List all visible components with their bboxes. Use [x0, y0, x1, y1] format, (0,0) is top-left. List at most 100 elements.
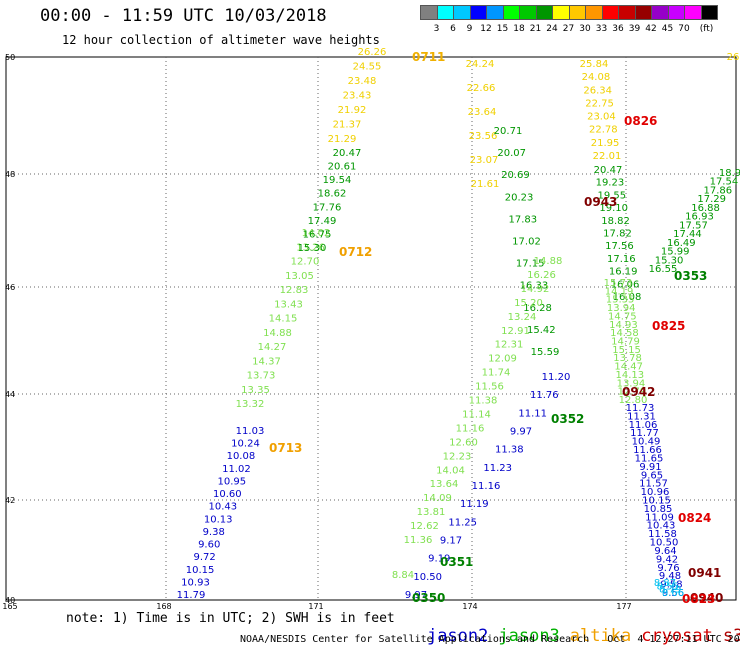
satellite-jason3: jason3 [498, 626, 560, 646]
wave-height-label: 9.60 [198, 540, 220, 551]
pass-time-label: 0942 [622, 385, 655, 399]
pass-time-label: 0825 [652, 319, 685, 333]
wave-height-label: 25.84 [580, 59, 609, 70]
legend-value: 33 [595, 24, 608, 34]
wave-height-label: 10.85 [644, 504, 673, 515]
wave-height-label: 18.62 [318, 189, 347, 200]
legend-value: 27 [562, 24, 575, 34]
page-subtitle: 12 hour collection of altimeter wave hei… [62, 33, 380, 47]
wave-height-label: 20.23 [505, 192, 534, 203]
pass-time-label: 0712 [339, 245, 372, 259]
wave-height-label: 8.66 [662, 588, 684, 599]
wave-height-label: 14.88 [534, 256, 563, 267]
wave-height-label: 23.43 [343, 91, 372, 102]
wave-height-label: 14.79 [611, 337, 640, 348]
wave-height-label: 9.64 [654, 546, 676, 557]
wave-height-label: 20.07 [497, 148, 526, 159]
wave-height-label: 17.54 [710, 177, 739, 188]
wave-height-label: 11.11 [518, 408, 547, 419]
legend-value: 24 [546, 24, 558, 34]
wave-height-label: 22.78 [589, 125, 618, 136]
wave-height-label: 9.58 [660, 580, 682, 591]
wave-height-label: 16.08 [613, 292, 642, 303]
wave-height-label: 17.49 [308, 216, 337, 227]
wave-height-label: 11.02 [222, 464, 251, 475]
wave-height-label: 21.37 [333, 120, 362, 131]
wave-height-label: 14.02 [302, 228, 331, 239]
map-frame [5, 56, 737, 601]
wave-height-label: 17.29 [697, 194, 726, 205]
wave-height-label: 20.47 [333, 148, 362, 159]
wave-height-label: 19.54 [323, 175, 352, 186]
wave-height-label: 13.64 [430, 479, 459, 490]
wave-height-label: 11.09 [645, 512, 674, 523]
wave-height-label: 26.26 [358, 47, 387, 58]
pass-time-label: 0823 [682, 592, 715, 606]
wave-height-label: 17.76 [313, 202, 342, 213]
wave-height-label: 11.31 [627, 411, 656, 422]
wave-height-label: 23.48 [348, 76, 377, 87]
wave-height-label: 15.15 [612, 345, 641, 356]
wave-height-label: 15.42 [527, 325, 556, 336]
wave-height-label: 10.15 [186, 565, 215, 576]
wave-height-label: 10.43 [647, 521, 676, 532]
wave-height-label: 12.31 [495, 340, 524, 351]
wave-height-label: 22.01 [593, 151, 622, 162]
wave-height-label: 15.99 [661, 247, 690, 258]
wave-height-label: 17.15 [516, 259, 545, 270]
wave-height-label: 9.97 [510, 427, 532, 438]
legend-value: 42 [645, 24, 657, 34]
wave-height-label: 12.09 [488, 354, 517, 365]
legend-value: 21 [529, 24, 542, 34]
wave-height-label: 11.57 [639, 479, 668, 490]
wave-height-label: 11.20 [542, 372, 571, 383]
wave-height-label: 24.24 [466, 59, 495, 70]
wave-height-label: 11.73 [626, 403, 655, 414]
wave-height-label: 14.58 [610, 328, 639, 339]
wave-height-label: 9.97 [405, 590, 427, 601]
wave-height-label: 15.20 [514, 298, 543, 309]
wave-height-label: 14.88 [263, 328, 292, 339]
wave-height-label: 11.19 [460, 499, 489, 510]
legend-value: 30 [579, 24, 591, 34]
pass-time-label: 0943 [584, 195, 617, 209]
wave-height-label: 13.94 [617, 378, 646, 389]
wave-height-label: 13.05 [285, 271, 314, 282]
wave-height-label: 13.94 [607, 303, 636, 314]
wave-height-label: 17.82 [603, 229, 632, 240]
wave-height-label: 21.61 [471, 179, 500, 190]
lon-label: 177 [616, 602, 631, 611]
satellite-jason2: jason2 [426, 626, 489, 646]
wave-height-label: 11.38 [495, 445, 524, 456]
pass-time-label: 0351 [440, 555, 473, 569]
wave-height-label: 10.24 [231, 439, 260, 450]
wave-height-label: 14.27 [258, 342, 287, 353]
credit-line: NOAA/NESDIS Center for Satellite Applica… [240, 634, 740, 645]
wave-height-label: 13.81 [417, 507, 446, 518]
wave-height-label: 26.34 [583, 85, 612, 96]
wave-height-label: 17.83 [508, 214, 537, 225]
wave-height-label: 11.77 [630, 428, 659, 439]
wave-height-label: 17.02 [512, 237, 541, 248]
wave-height-label: 11.16 [472, 481, 501, 492]
wave-height-label: 20.69 [501, 170, 530, 181]
lat-label: 40 [5, 596, 15, 605]
lat-label: 46 [5, 283, 15, 292]
wave-height-label: 16.88 [691, 203, 720, 214]
wave-height-label: 11.16 [456, 423, 485, 434]
pass-time-label: 0353 [674, 269, 707, 283]
wave-height-label: 22.66 [467, 83, 496, 94]
lon-label: 168 [156, 602, 171, 611]
wave-height-label: 24.55 [353, 62, 382, 73]
pass-time-label: 0826 [624, 114, 657, 128]
wave-height-label: 13.32 [236, 399, 265, 410]
wave-height-label: 9.42 [656, 554, 678, 565]
wave-height-label: 11.36 [404, 535, 433, 546]
wave-height-label: 26 [727, 52, 740, 63]
legend-value: 3 [433, 24, 440, 34]
wave-height-label: 20.47 [594, 165, 623, 176]
wave-height-label: 11.66 [633, 445, 662, 456]
pass-time-label: 0713 [269, 441, 302, 455]
legend-value: 70 [678, 24, 690, 34]
wave-height-label: 16.26 [527, 270, 556, 281]
